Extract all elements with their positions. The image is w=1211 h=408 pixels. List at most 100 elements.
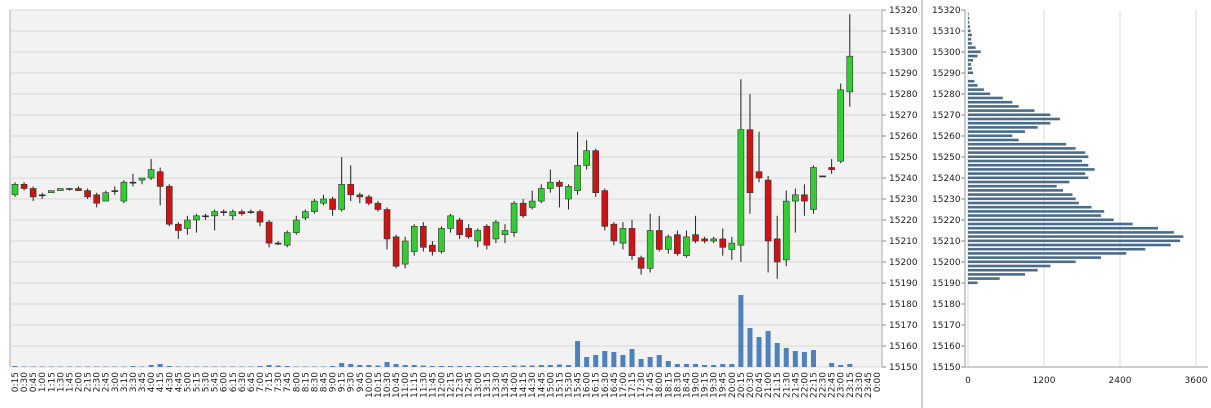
x-tick-label: 16:45 [610,372,620,398]
x-tick-label: 15:15 [555,372,565,398]
y-tick-label: 15310 [889,27,918,37]
candle-body [592,150,600,193]
x-tick-label: 14:15 [519,372,529,398]
profile-bar [968,147,1076,150]
candle-body [383,209,391,240]
candle-body [165,186,173,225]
x-tick-label: 7:30 [274,372,284,392]
profile-bar [968,268,1038,272]
candle-body [365,196,373,204]
x-tick-label: 10:15 [374,372,384,398]
y-tick-label: 15190 [932,279,961,289]
candle-body [420,226,427,248]
profile-bar [968,25,970,28]
profile-bar [968,84,978,87]
x-tick-label: 18:00 [655,372,665,398]
x-tick-label: 15:30 [564,372,574,398]
x-tick-label: 2:30 [93,372,103,392]
x-tick-label: 22:30 [819,372,829,398]
candle-body [719,238,727,248]
x-tick-label: 8:30 [310,372,320,392]
x-tick-label: 2400 [1109,376,1132,386]
volume-bar [212,366,218,367]
volume-bar [674,364,680,367]
candle-body [193,215,200,221]
volume-bar [520,365,526,367]
volume-bar [584,357,590,367]
volume-bar [175,366,181,367]
candle-body [610,223,618,242]
y-tick-label: 15250 [932,153,961,163]
profile-bar [968,218,1114,222]
x-tick-label: 23:15 [846,372,856,398]
x-tick-label: 19:15 [701,372,711,398]
volume-bar [665,361,671,367]
x-tick-label: 11:00 [401,372,411,398]
profile-bar [968,88,984,91]
x-tick-label: 9:15 [338,372,348,392]
x-tick-label: 0:45 [29,372,39,392]
volume-bar [547,365,553,367]
profile-bar [968,79,975,83]
profile-bar [968,201,1079,205]
x-tick-label: 17:30 [637,372,647,398]
x-tick-label: 21:00 [764,372,774,398]
volume-bar [21,366,27,367]
profile-bar [968,189,1063,192]
volume-bar [847,364,853,367]
profile-bar [968,226,1158,230]
candle-body [492,221,500,240]
profile-bar [968,168,1095,171]
volume-bar [66,366,72,367]
x-tick-label: 4:30 [165,372,175,392]
volume-bar [620,355,626,367]
profile-bar [968,126,1038,129]
y-tick-label: 15320 [889,6,918,16]
candle-body [556,181,563,187]
volume-bar [284,366,290,367]
x-tick-label: 17:15 [628,372,638,398]
profile-bar [968,239,1181,243]
volume-bar [438,366,444,367]
y-tick-label: 15240 [932,174,961,184]
volume-bar [747,328,753,367]
volume-bar [275,365,281,367]
x-tick-label: 15:00 [546,372,556,398]
y-tick-label: 15170 [932,321,961,331]
volume-bar [30,366,36,367]
candle-body [347,184,355,196]
y-tick-label: 15280 [889,90,918,100]
y-tick-label: 15180 [889,300,918,310]
x-tick-label: 6:15 [229,372,239,392]
candle-body [846,55,854,93]
volume-bar [293,366,299,367]
x-tick-label: 3:45 [138,372,148,392]
candle-body [710,238,717,242]
volume-bar [148,365,154,367]
profile-bar [968,96,1003,100]
candle-body [801,194,808,202]
candle-body [583,150,590,166]
volume-bar [121,366,127,367]
x-tick-label: 21:15 [773,372,783,398]
candle-body [20,184,28,189]
candle-body [519,202,527,217]
x-tick-label: 17:45 [646,372,656,398]
x-tick-label: 2:00 [75,372,85,392]
volume-bar [130,366,136,367]
candle-body [292,219,300,233]
volume-bar [420,365,426,367]
candle-body [283,232,291,246]
x-tick-label: 9:45 [356,372,366,392]
candle-body [410,226,418,252]
volume-bar [257,366,263,367]
x-tick-label: 18:30 [673,372,683,398]
candle-body [102,192,110,202]
candle-body [311,200,318,212]
volume-bar [593,355,599,367]
candle-body [229,211,237,217]
profile-bar [968,155,1089,159]
y-tick-label: 15170 [889,321,918,331]
profile-bar [968,193,1073,196]
x-tick-label: 3:00 [111,372,121,392]
